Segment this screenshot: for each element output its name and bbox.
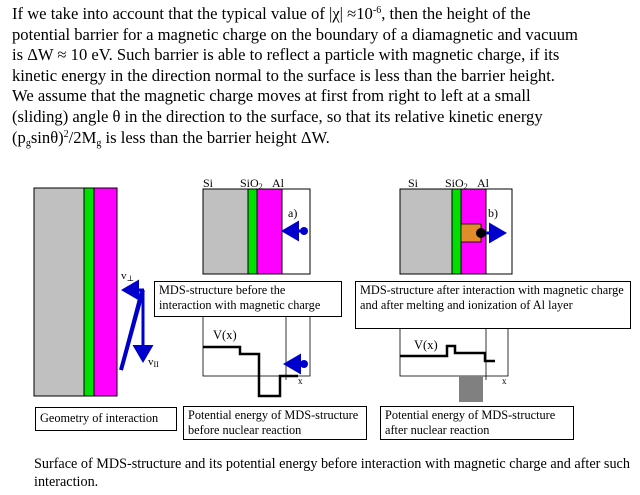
- sio2-label-right: SiO2: [445, 176, 468, 191]
- al-label-right: Al: [477, 176, 489, 190]
- caption-potential-before: Potential energy of MDS-structure before…: [183, 406, 367, 440]
- si-label-right: Si: [408, 176, 419, 190]
- sio2-layer-left: [83, 187, 95, 397]
- si-layer-left: [33, 187, 85, 397]
- al-layer-middle: [256, 188, 283, 275]
- sio2-layer-right: [451, 188, 462, 275]
- intro-paragraph: If we take into account that the typical…: [12, 4, 632, 148]
- middle-structure: [202, 188, 311, 275]
- sio2-label-middle: SiO2: [240, 176, 263, 191]
- magnetic-charge-right: [476, 228, 486, 238]
- intro-line-1: If we take into account that the typical…: [12, 4, 531, 23]
- barrier-block-right: [459, 376, 483, 402]
- potential-curve-middle: [203, 345, 298, 398]
- si-layer-middle: [202, 188, 249, 275]
- figure-caption: Surface of MDS-structure and its potenti…: [34, 456, 630, 490]
- v-x-label-middle: V(x): [213, 328, 237, 342]
- sio2-layer-middle: [247, 188, 258, 275]
- potential-curve-right: [400, 344, 495, 363]
- right-structure: [399, 188, 513, 275]
- x-axis-label-right: x: [502, 376, 507, 386]
- al-layer-left: [93, 187, 118, 397]
- si-label-middle: Si: [203, 176, 214, 190]
- intro-line-4: kinetic energy in the direction normal t…: [12, 65, 555, 85]
- box-before-interaction: MDS-structure before the interaction wit…: [154, 281, 342, 317]
- si-layer-right: [399, 188, 453, 275]
- intro-line-2: potential barrier for a magnetic charge …: [12, 24, 578, 44]
- x-axis-label-middle: x: [298, 376, 303, 386]
- left-structure: [33, 187, 118, 397]
- charge-potential-middle: [300, 360, 308, 368]
- intro-line-6: (sliding) angle θ in the direction to th…: [12, 106, 543, 126]
- caption-potential-after: Potential energy of MDS-structure after …: [380, 406, 574, 440]
- velocity-vectors: [119, 279, 154, 371]
- charge-right: [476, 222, 507, 244]
- caption-geometry: Geometry of interaction: [35, 407, 177, 431]
- charge-middle: [281, 220, 308, 242]
- v-perp-label: v⊥: [121, 270, 135, 283]
- intro-line-5: We assume that the magnetic charge moves…: [12, 86, 531, 106]
- al-label-middle: Al: [272, 176, 284, 190]
- intro-line-3: is ΔW ≈ 10 eV. Such barrier is able to r…: [12, 45, 560, 65]
- tag-b: b): [488, 206, 498, 220]
- intro-line-7: (pgsinθ)2/2Mg is less than the barrier h…: [12, 127, 330, 149]
- v-x-label-right: V(x): [414, 338, 438, 352]
- box-after-interaction: MDS-structure after interaction with mag…: [355, 281, 631, 329]
- reflected-trajectory: [119, 289, 144, 371]
- magnetic-charge-middle: [300, 227, 308, 235]
- tag-a: a): [288, 206, 298, 220]
- potential-middle: [202, 315, 311, 398]
- v-parallel-label: vII: [148, 356, 159, 369]
